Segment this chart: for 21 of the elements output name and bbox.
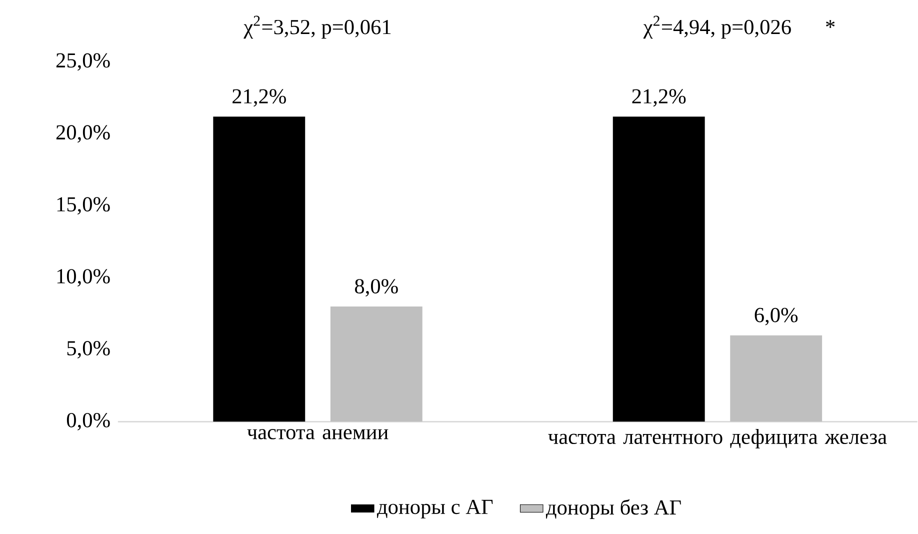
data-label: 8,0%: [355, 279, 398, 297]
data-label: 6,0%: [754, 308, 798, 326]
y-tick-label: 10,0%: [57, 269, 110, 287]
data-label: 21,2%: [632, 89, 686, 107]
text: *: [826, 20, 835, 28]
bar: [730, 336, 822, 422]
y-tick-label: 15,0%: [57, 197, 110, 215]
text: χ$^{2}$=3,52, p=0,061: [244, 16, 391, 39]
bar: [330, 306, 422, 422]
y-tick-label: 20,0%: [56, 125, 110, 143]
bar: [612, 116, 705, 422]
x-tick-label: частота анемии: [247, 429, 388, 440]
x-tick-label: частота латентного дефицита железа: [548, 429, 887, 449]
y-tick-label: 5,0%: [67, 341, 110, 359]
legend-label: доноры с АГ: [376, 500, 493, 519]
bar: [213, 116, 306, 422]
y-tick-label: 0,0%: [66, 413, 110, 431]
legend-label: доноры без АГ: [546, 499, 681, 520]
y-tick-label: 25,0%: [56, 53, 110, 71]
text: χ$^{2}$=4,94, p=0,026: [643, 16, 791, 39]
data-label: 21,2%: [232, 89, 286, 107]
